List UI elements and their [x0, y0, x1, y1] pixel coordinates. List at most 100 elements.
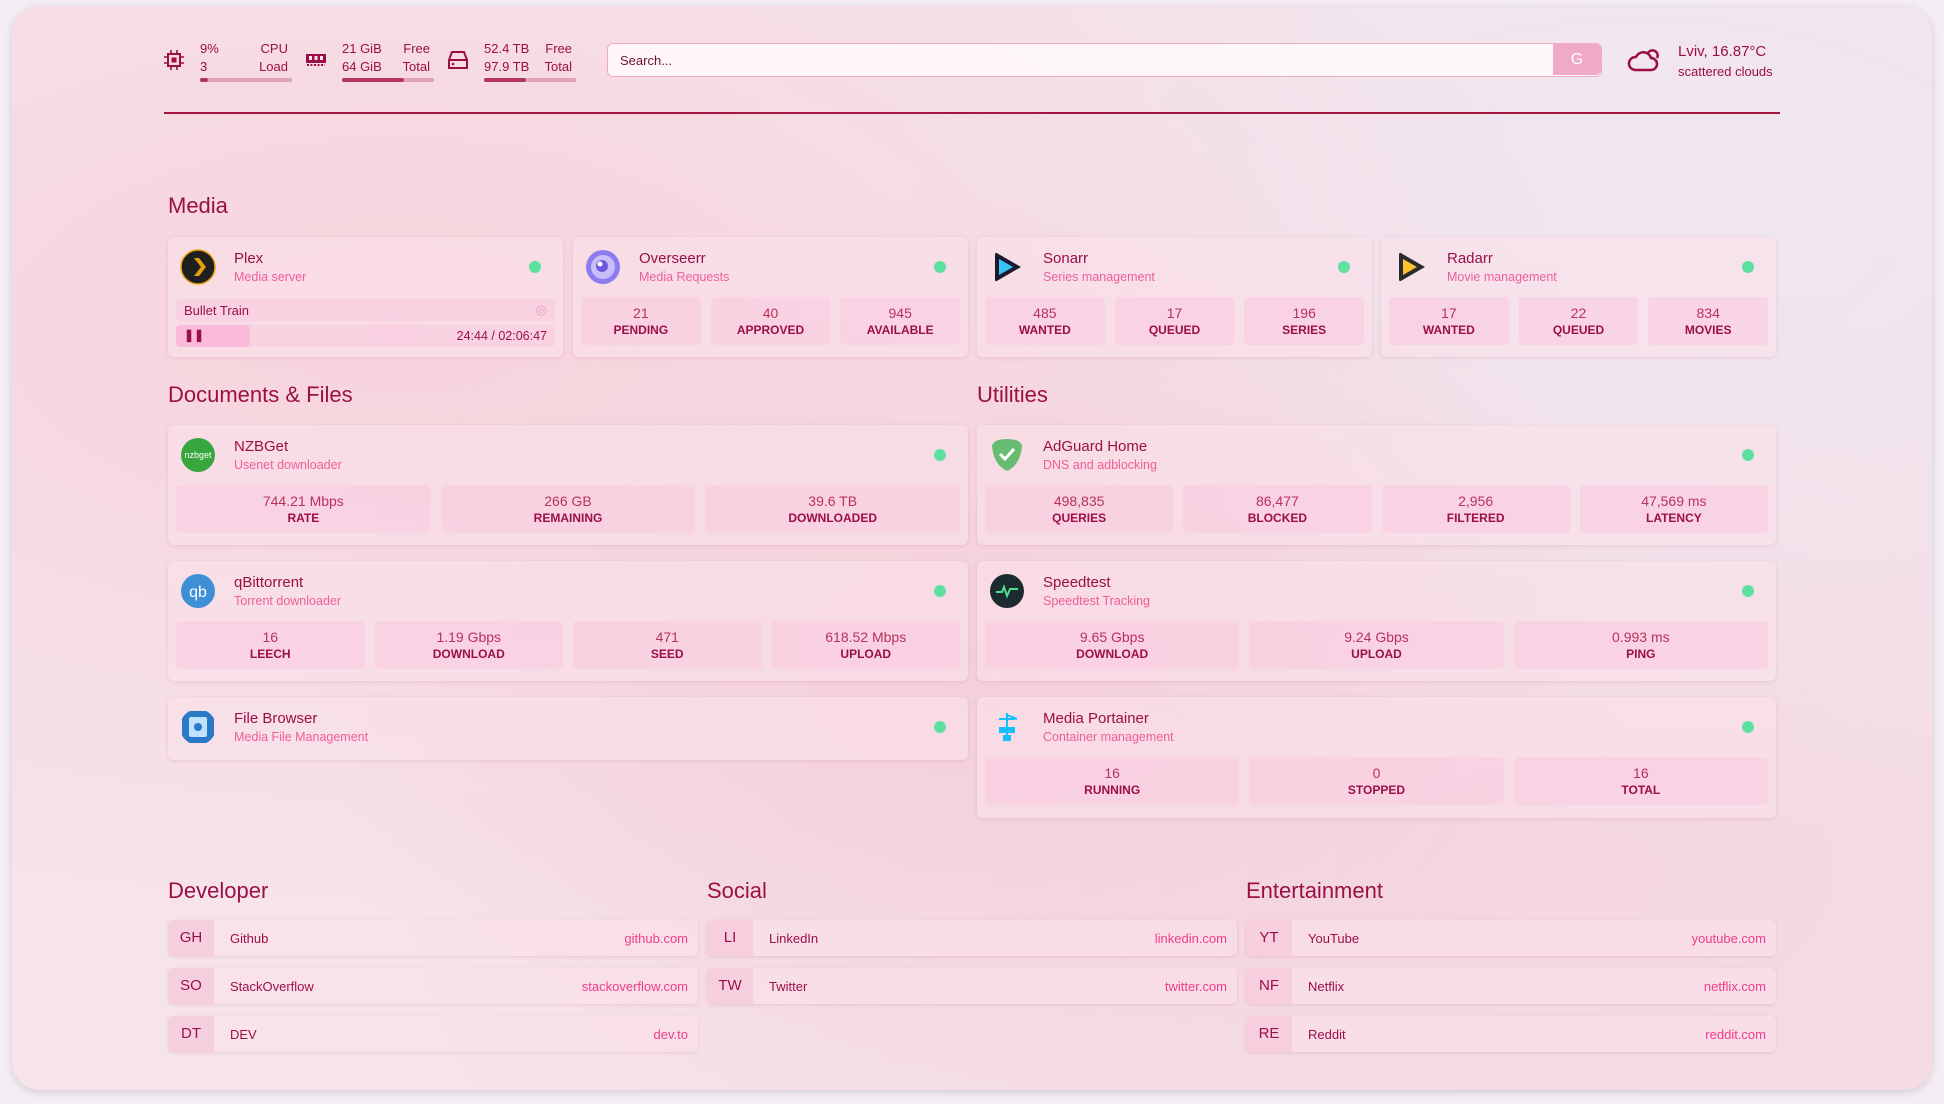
disk-total: 97.9 TB [484, 59, 530, 74]
status-dot [1742, 585, 1754, 597]
stat-value: 9.24 Gbps [1344, 629, 1409, 645]
sonarr-icon [995, 252, 1021, 282]
adguard-shield-icon [992, 439, 1022, 471]
bookmark-linkedin[interactable]: LI LinkedIn linkedin.com [707, 920, 1237, 956]
cpu-stat: 9% CPU 3 Load [200, 40, 292, 82]
stat-label: WANTED [1422, 323, 1475, 337]
bookmark-reddit[interactable]: RE Reddit reddit.com [1246, 1016, 1776, 1052]
playback-progress: ❚❚ 24:44 / 02:06:47 [176, 325, 555, 347]
stat-block: 498,835 QUERIES [985, 485, 1174, 533]
stat-block: 21 PENDING [581, 297, 701, 345]
stat-block: 266 GB REMAINING [440, 485, 696, 533]
weather-location: Lviv, 16.87°C [1678, 43, 1767, 60]
status-dot [934, 261, 946, 273]
section-heading-entertainment: Entertainment [1246, 878, 1383, 903]
service-card-file-browser[interactable]: File Browser Media File Management [168, 697, 968, 760]
stats-blocks: 9.65 Gbps DOWNLOAD 9.24 Gbps UPLOAD 0.993 ms… [985, 621, 1768, 669]
service-title: Radarr [1447, 250, 1493, 267]
service-title: Overseerr [639, 250, 706, 267]
bookmark-url: stackoverflow.com [581, 979, 688, 994]
service-subtitle: Media Requests [639, 270, 730, 284]
bookmark-url: twitter.com [1164, 979, 1227, 994]
stat-value: 196 [1292, 305, 1316, 321]
stat-block: 196 SERIES [1244, 297, 1365, 345]
section-heading-developer: Developer [168, 878, 269, 903]
bookmark-abbr: TW [707, 968, 753, 1004]
service-card-sonarr[interactable]: Sonarr Series management 485 WANTED 17 QUEU… [977, 237, 1372, 357]
stat-value: 744.21 Mbps [262, 493, 344, 509]
dashboard-frame [12, 6, 1932, 1090]
stat-block: 945 AVAILABLE [840, 297, 961, 345]
stat-label: UPLOAD [840, 647, 892, 661]
stat-value: 9.65 Gbps [1079, 629, 1145, 645]
bookmark-name: Github [230, 931, 269, 946]
memory-stat: 21 GiB Free 64 GiB Total [342, 40, 434, 82]
plex-icon [180, 249, 216, 285]
stat-value: 498,835 [1053, 493, 1105, 509]
bookmark-twitter[interactable]: TW Twitter twitter.com [707, 968, 1237, 1004]
plex-stream-icon: ◎ [535, 302, 547, 317]
svg-text:qb: qb [189, 584, 207, 601]
stat-value: 17 [1166, 305, 1183, 321]
bookmark-url: dev.to [653, 1027, 688, 1042]
bookmark-name: StackOverflow [230, 979, 314, 994]
section-heading-social: Social [707, 878, 767, 903]
stat-value: 17 [1441, 305, 1457, 321]
nzbget-icon: nzbget [181, 438, 215, 472]
service-subtitle: Torrent downloader [234, 594, 342, 608]
pause-icon[interactable]: ❚❚ [184, 328, 205, 342]
service-card-qbittorrent[interactable]: qb qBittorrent Torrent downloader 16 LEEC… [168, 561, 968, 681]
bookmark-github[interactable]: GH Github github.com [168, 920, 698, 956]
bookmark-youtube[interactable]: YT YouTube youtube.com [1246, 920, 1776, 956]
service-card-radarr[interactable]: Radarr Movie management 17 WANTED 22 QUEUED… [1381, 237, 1776, 357]
memory-bar [342, 78, 434, 82]
bookmark-dev[interactable]: DT DEV dev.to [168, 1016, 698, 1052]
bookmark-netflix[interactable]: NF Netflix netflix.com [1246, 968, 1776, 1004]
stat-block: 86,477 BLOCKED [1183, 485, 1372, 533]
section-heading-media: Media [168, 193, 228, 218]
service-subtitle: Movie management [1447, 270, 1557, 284]
service-title: NZBGet [234, 438, 289, 455]
stat-value: 1.19 Gbps [436, 629, 502, 645]
radarr-icon [1399, 252, 1425, 282]
stat-block: 471 SEED [573, 621, 762, 669]
stat-block: 16 RUNNING [985, 757, 1240, 805]
overseerr-icon [586, 250, 620, 284]
service-subtitle: Series management [1043, 270, 1155, 284]
disk-bar [484, 78, 576, 82]
stat-block: 22 QUEUED [1518, 297, 1639, 345]
section-heading-utilities: Utilities [977, 382, 1048, 407]
stats-blocks: 744.21 Mbps RATE 266 GB REMAINING 39.6 TB DOW… [176, 485, 961, 533]
bookmark-url: reddit.com [1705, 1027, 1766, 1042]
service-title: File Browser [234, 710, 318, 727]
service-card-speedtest[interactable]: Speedtest Speedtest Tracking 9.65 Gbps DO… [977, 561, 1776, 681]
search-input[interactable]: Search... G [607, 43, 1602, 77]
stat-value: 40 [762, 305, 779, 321]
bookmark-url: youtube.com [1691, 931, 1766, 946]
stat-block: 9.65 Gbps DOWNLOAD [985, 621, 1240, 669]
bookmark-name: YouTube [1308, 931, 1360, 946]
stat-value: 16 [1633, 765, 1649, 781]
stat-label: FILTERED [1446, 511, 1505, 525]
bookmark-stackoverflow[interactable]: SO StackOverflow stackoverflow.com [168, 968, 698, 1004]
bookmark-name: DEV [230, 1027, 257, 1042]
stat-value: 945 [888, 305, 912, 321]
stat-block: 1.19 Gbps DOWNLOAD [374, 621, 563, 669]
service-subtitle: DNS and adblocking [1043, 458, 1157, 472]
service-title: Sonarr [1043, 250, 1089, 267]
weather-condition: scattered clouds [1678, 64, 1773, 79]
google-search-button[interactable]: G [1553, 44, 1601, 75]
service-card-nzbget[interactable]: nzbget NZBGet Usenet downloader 744.21 M… [168, 425, 968, 545]
stats-blocks: 485 WANTED 17 QUEUED 196 SERIES [985, 297, 1365, 345]
stat-label: DOWNLOAD [1076, 647, 1149, 661]
cpu-percent: 9% [200, 41, 219, 56]
service-title: qBittorrent [234, 574, 304, 591]
free-label: Free [545, 41, 572, 56]
service-card-plex[interactable]: Plex Media server Bullet Train ◎ ❚❚ 24:44… [168, 237, 563, 357]
service-card-overseerr[interactable]: Overseerr Media Requests 21 PENDING 40 APPR… [573, 237, 968, 357]
stats-blocks: 16 RUNNING 0 STOPPED 16 TOTAL [985, 757, 1768, 805]
stat-label: SERIES [1282, 323, 1327, 337]
service-card-media-portainer[interactable]: Media Portainer Container management 16 R… [977, 697, 1776, 818]
service-card-adguard-home[interactable]: AdGuard Home DNS and adblocking 498,835 Q… [977, 425, 1776, 545]
stat-value: 86,477 [1255, 493, 1299, 509]
